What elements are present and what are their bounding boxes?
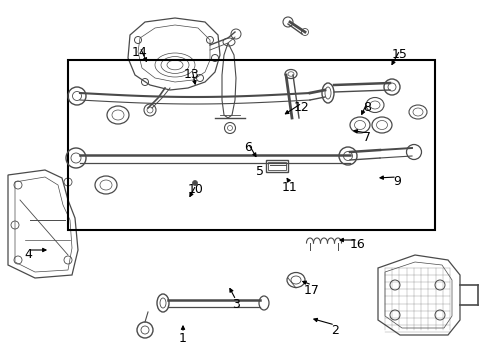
Circle shape xyxy=(389,310,399,320)
Circle shape xyxy=(389,280,399,290)
Text: 10: 10 xyxy=(188,184,203,197)
Text: 11: 11 xyxy=(282,181,297,194)
Circle shape xyxy=(434,310,444,320)
Circle shape xyxy=(192,180,197,185)
Text: 17: 17 xyxy=(304,284,319,297)
Bar xyxy=(267,162,285,170)
Circle shape xyxy=(434,280,444,290)
Text: 2: 2 xyxy=(330,324,338,337)
Text: 6: 6 xyxy=(244,141,251,154)
Text: 5: 5 xyxy=(256,166,264,179)
Text: 13: 13 xyxy=(184,68,200,81)
Text: 12: 12 xyxy=(293,102,309,114)
Bar xyxy=(265,160,287,172)
Text: 4: 4 xyxy=(24,248,32,261)
Text: 14: 14 xyxy=(132,45,147,58)
Text: 7: 7 xyxy=(362,131,370,144)
Bar xyxy=(68,60,434,230)
Text: 1: 1 xyxy=(179,332,186,345)
Text: 15: 15 xyxy=(391,49,407,62)
Text: 8: 8 xyxy=(362,102,370,114)
Text: 16: 16 xyxy=(349,238,365,252)
Text: 3: 3 xyxy=(232,298,240,311)
Text: 9: 9 xyxy=(392,175,400,189)
